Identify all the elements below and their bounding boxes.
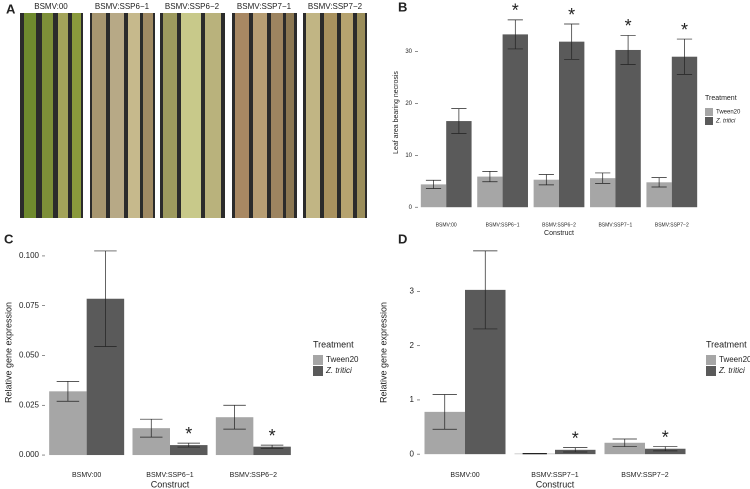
x-tick-label: BSMV:00: [450, 472, 479, 479]
significance-marker: *: [572, 428, 579, 448]
legend-title: Treatment: [705, 95, 737, 102]
photo-caption: BSMV:SSP7−2: [308, 2, 363, 11]
error-bar: [177, 442, 200, 448]
error-bar: [94, 250, 117, 347]
error-bar: [612, 438, 637, 447]
error-bar: [223, 404, 246, 430]
x-axis-title: Construct: [536, 479, 575, 489]
error-bar: [564, 23, 580, 60]
y-tick-label: 0.050: [19, 351, 40, 360]
bar: [645, 448, 686, 455]
significance-marker: *: [185, 424, 192, 444]
photo-caption: BSMV:SSP6−1: [95, 2, 150, 11]
photo-caption: BSMV:00: [34, 2, 68, 11]
bar: [420, 184, 447, 208]
error-bar: [56, 381, 80, 402]
y-tick-label: 0.000: [19, 450, 40, 459]
photo-caption: BSMV:SSP6−2: [165, 2, 220, 11]
legend-label: Tween20: [326, 355, 359, 364]
bar: [253, 446, 291, 456]
panel-label: C: [4, 231, 14, 246]
legend-swatch: [705, 117, 713, 125]
error-bar: [620, 35, 636, 65]
legend-swatch: [313, 355, 323, 365]
x-tick-label: BSMV:SSP6−2: [230, 472, 278, 479]
significance-marker: *: [625, 16, 632, 36]
leaf-photos: [20, 13, 367, 218]
error-bar: [595, 172, 611, 184]
error-bar: [522, 452, 547, 455]
bar: [49, 391, 87, 456]
error-bar: [260, 444, 284, 449]
legend-label: Tween20: [719, 355, 750, 364]
y-tick-label: 20: [405, 101, 412, 107]
error-bar: [432, 394, 457, 430]
y-tick-label: 0: [409, 205, 413, 211]
legend-title: Treatment: [706, 339, 747, 349]
error-bar: [482, 171, 498, 183]
error-bar: [538, 174, 554, 186]
y-tick-label: 30: [405, 49, 412, 55]
legend-label: Tween20: [716, 110, 741, 116]
photo-caption: BSMV:SSP7−1: [237, 2, 292, 11]
significance-marker: *: [681, 20, 688, 40]
significance-marker: *: [269, 426, 276, 446]
error-bar: [676, 38, 693, 75]
y-tick-label: 3: [410, 287, 415, 296]
error-bar: [451, 108, 467, 134]
legend-label: Z. tritici: [715, 119, 736, 125]
y-tick-label: 10: [405, 153, 412, 159]
error-bar: [563, 447, 588, 453]
error-bar: [653, 446, 678, 452]
x-tick-label: BSMV:SSP6−1: [486, 222, 520, 228]
x-tick-label: BSMV:00: [436, 222, 457, 228]
bar: [671, 56, 698, 208]
bar: [604, 442, 645, 455]
legend-swatch: [705, 108, 713, 116]
significance-marker: *: [512, 1, 519, 21]
bar: [446, 121, 472, 208]
legend-label: Z. tritici: [718, 366, 745, 375]
bar: [559, 41, 585, 208]
legend-swatch: [706, 366, 716, 376]
bar: [615, 49, 641, 208]
x-tick-label: BSMV:SSP6−2: [542, 222, 576, 228]
y-axis-title: Leaf area bearing necrosis: [393, 71, 400, 154]
y-axis-title: Relative gene expression: [378, 302, 388, 403]
x-tick-label: BSMV:SSP7−1: [531, 472, 579, 479]
legend-label: Z. tritici: [325, 366, 352, 375]
significance-marker: *: [662, 427, 669, 447]
panel-label: D: [398, 231, 407, 246]
legend-swatch: [706, 355, 716, 365]
panel-label: B: [398, 0, 407, 14]
panel-label: A: [6, 1, 16, 16]
y-tick-label: 0.075: [19, 301, 40, 310]
x-tick-label: BSMV:SSP7−1: [598, 222, 632, 228]
y-tick-label: 0.025: [19, 400, 40, 409]
bar: [502, 34, 528, 208]
significance-marker: *: [568, 5, 575, 25]
error-bar: [425, 179, 442, 189]
error-bar: [140, 418, 163, 438]
x-tick-label: BSMV:SSP7−2: [621, 472, 669, 479]
error-bar: [473, 250, 498, 330]
y-tick-label: 0: [410, 449, 415, 458]
error-bar: [507, 19, 523, 50]
y-tick-label: 0.100: [19, 251, 40, 260]
legend-title: Treatment: [313, 339, 354, 349]
x-axis-title: Construct: [151, 479, 190, 489]
x-tick-label: BSMV:SSP7−2: [655, 222, 689, 228]
legend-swatch: [313, 366, 323, 376]
x-axis-title: Construct: [544, 230, 574, 237]
bar: [170, 445, 208, 456]
x-tick-label: BSMV:00: [72, 472, 101, 479]
error-bar: [651, 177, 667, 188]
y-axis-title: Relative gene expression: [3, 302, 13, 403]
y-tick-label: 1: [410, 395, 415, 404]
x-tick-label: BSMV:SSP6−1: [146, 472, 194, 479]
y-tick-label: 2: [410, 341, 415, 350]
